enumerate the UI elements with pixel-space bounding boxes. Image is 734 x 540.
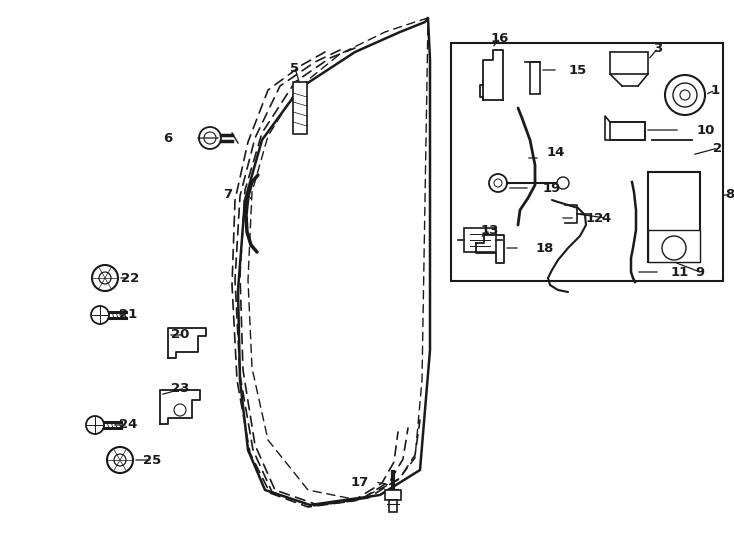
Circle shape <box>86 416 104 434</box>
Text: 13: 13 <box>481 224 499 237</box>
Bar <box>530 62 540 94</box>
Text: 9: 9 <box>695 266 705 279</box>
Bar <box>610 122 645 140</box>
Bar <box>293 82 307 134</box>
Bar <box>648 172 700 262</box>
Bar <box>648 230 700 262</box>
Circle shape <box>204 132 216 144</box>
Text: 24: 24 <box>119 418 137 431</box>
Text: 4: 4 <box>601 212 611 225</box>
Text: 12: 12 <box>586 212 604 225</box>
Text: 20: 20 <box>171 328 189 341</box>
Circle shape <box>91 306 109 324</box>
Circle shape <box>107 447 133 473</box>
Text: 15: 15 <box>569 64 587 77</box>
Bar <box>610 52 648 74</box>
Circle shape <box>665 75 705 115</box>
Text: 8: 8 <box>725 188 734 201</box>
Circle shape <box>114 454 126 466</box>
Text: 21: 21 <box>119 308 137 321</box>
Text: 11: 11 <box>671 266 689 279</box>
Text: 22: 22 <box>121 272 139 285</box>
Bar <box>389 500 397 512</box>
Text: 17: 17 <box>351 476 369 489</box>
Circle shape <box>99 272 111 284</box>
Text: 14: 14 <box>547 145 565 159</box>
Text: 6: 6 <box>164 132 172 145</box>
Text: 10: 10 <box>697 124 715 137</box>
Text: 16: 16 <box>491 31 509 44</box>
Text: 7: 7 <box>223 187 233 200</box>
Circle shape <box>199 127 221 149</box>
Circle shape <box>92 265 118 291</box>
Text: 2: 2 <box>713 141 722 154</box>
Circle shape <box>680 90 690 100</box>
Text: 1: 1 <box>711 84 719 97</box>
Text: 19: 19 <box>543 181 561 194</box>
Bar <box>385 490 401 500</box>
Text: 18: 18 <box>536 241 554 254</box>
Text: 5: 5 <box>291 62 299 75</box>
Bar <box>451 43 723 281</box>
Bar <box>464 228 496 252</box>
Circle shape <box>662 236 686 260</box>
Text: 3: 3 <box>653 42 663 55</box>
Text: 25: 25 <box>143 454 161 467</box>
Circle shape <box>557 177 569 189</box>
Circle shape <box>494 179 502 187</box>
Circle shape <box>489 174 507 192</box>
Circle shape <box>673 83 697 107</box>
Text: 23: 23 <box>171 381 189 395</box>
Circle shape <box>174 404 186 416</box>
